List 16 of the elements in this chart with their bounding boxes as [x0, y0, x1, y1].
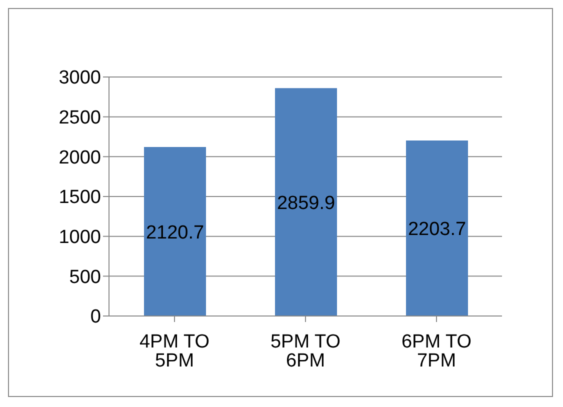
bar [275, 88, 337, 316]
y-tick-label: 1500 [58, 187, 101, 208]
y-tick-label: 3000 [58, 68, 101, 89]
y-tick-label: 0 [90, 306, 101, 328]
y-tick-label: 2500 [58, 108, 101, 129]
data-label: 2859.9 [276, 192, 336, 214]
bar [406, 140, 468, 316]
y-tick-label: 500 [69, 266, 101, 288]
x-tick-label: 6PM TO 7PM [401, 331, 472, 372]
data-label: 2203.7 [408, 218, 466, 240]
y-tick-label: 2000 [58, 147, 101, 168]
x-tick-label: 5PM TO 6PM [270, 331, 341, 372]
bar [144, 147, 206, 316]
y-tick-label: 1000 [58, 227, 101, 248]
data-label: 2120.7 [146, 222, 204, 244]
x-tick-label: 4PM TO 5PM [139, 331, 210, 372]
